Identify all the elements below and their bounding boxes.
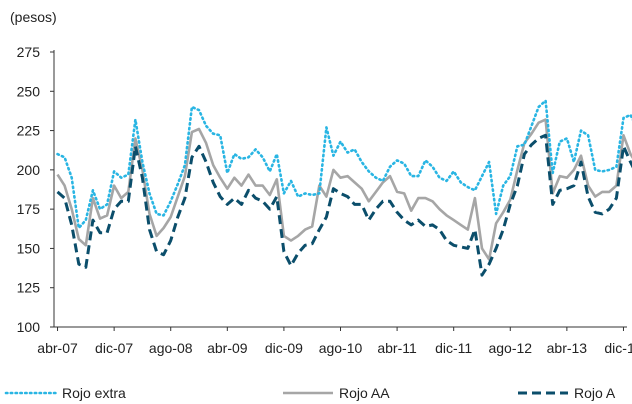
y-tick-label: 125 bbox=[17, 280, 41, 296]
x-tick-label: dic-11 bbox=[435, 340, 472, 356]
y-tick-label: 250 bbox=[17, 83, 41, 99]
y-axis: 100 125 150 175 200 225 250 275 bbox=[17, 44, 55, 335]
legend-label: Rojo A bbox=[574, 385, 616, 401]
x-tick-label: abr-07 bbox=[37, 340, 78, 356]
legend-label: Rojo AA bbox=[339, 385, 390, 401]
x-tick-label: abr-09 bbox=[207, 340, 248, 356]
legend: Rojo extra Rojo AA Rojo A bbox=[4, 385, 616, 401]
series-line-rojo-extra bbox=[56, 99, 632, 230]
series-line-rojo-a bbox=[56, 133, 632, 277]
y-tick-label: 150 bbox=[17, 240, 41, 256]
legend-label: Rojo extra bbox=[62, 385, 126, 401]
y-tick-label: 275 bbox=[17, 44, 41, 60]
x-tick-label: ago-10 bbox=[319, 340, 363, 356]
x-tick-label: ago-08 bbox=[149, 340, 193, 356]
y-tick-label: 225 bbox=[17, 123, 41, 139]
x-tick-label: dic-13 bbox=[604, 340, 632, 356]
x-tick-label: dic-07 bbox=[95, 340, 133, 356]
series-line-rojo-aa bbox=[56, 118, 632, 261]
y-tick-label: 100 bbox=[17, 319, 41, 335]
y-tick-label: 175 bbox=[17, 201, 41, 217]
x-tick-label: abr-11 bbox=[377, 340, 417, 356]
plot-area bbox=[56, 99, 632, 277]
y-tick-label: 200 bbox=[17, 162, 41, 178]
x-tick-label: ago-12 bbox=[488, 340, 532, 356]
x-axis: abr-07 dic-07 ago-08 abr-09 dic-09 ago-10 abr-… bbox=[37, 326, 632, 356]
unit-label: (pesos) bbox=[10, 9, 57, 25]
x-tick-label: abr-13 bbox=[547, 340, 588, 356]
x-tick-label: dic-09 bbox=[265, 340, 303, 356]
